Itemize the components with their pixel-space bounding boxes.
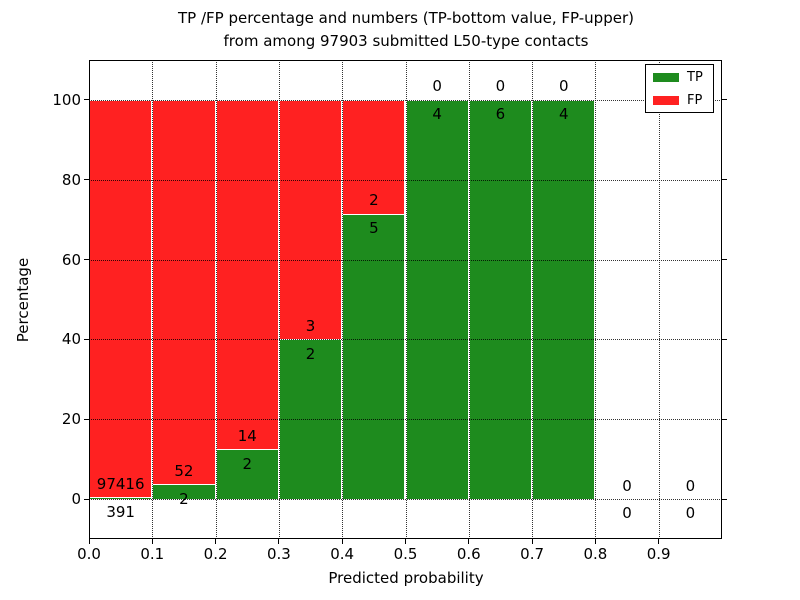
- fp-count-label: 3: [305, 316, 316, 335]
- y-axis-tick-right: [722, 418, 727, 420]
- x-axis-tick: [531, 539, 533, 544]
- tp-bar: [405, 99, 469, 500]
- x-tick-label: 0.6: [456, 545, 481, 563]
- y-tick-label: 60: [61, 250, 81, 269]
- gridline-vertical: [468, 60, 470, 539]
- y-axis-tick-left: [84, 179, 89, 181]
- gridline-vertical: [595, 60, 597, 539]
- tp-count-label: 2: [305, 344, 316, 363]
- legend-label-fp: FP: [687, 92, 703, 108]
- y-axis-tick-left: [84, 418, 89, 420]
- gridline-vertical: [278, 60, 280, 539]
- x-tick-label: 0.4: [330, 545, 355, 563]
- gridline-vertical: [342, 60, 344, 539]
- x-axis-tick: [341, 539, 343, 544]
- x-tick-label: 0.0: [77, 545, 101, 563]
- x-axis-tick: [88, 539, 90, 544]
- gridline-vertical: [658, 60, 660, 539]
- y-axis-tick-left: [84, 338, 89, 340]
- y-axis-tick-left: [84, 259, 89, 261]
- x-tick-label: 0.8: [583, 545, 608, 563]
- x-tick-label: 0.7: [520, 545, 545, 563]
- y-axis-tick-right: [722, 99, 727, 101]
- gridline-vertical: [152, 60, 154, 539]
- fp-count-label: 0: [432, 77, 442, 96]
- y-axis-tick-left: [84, 99, 89, 101]
- gridline-vertical: [532, 60, 534, 539]
- x-axis-tick: [215, 539, 217, 544]
- fp-count-label: 97416: [96, 474, 145, 493]
- x-tick-label: 0.5: [393, 545, 418, 563]
- legend-box: TP FP: [645, 64, 714, 113]
- tp-count-label: 0: [622, 504, 632, 523]
- fp-count-label: 0: [558, 77, 569, 96]
- x-tick-label: 0.9: [646, 545, 671, 563]
- fp-bar: [89, 99, 153, 498]
- legend-entry-tp: TP: [646, 66, 713, 88]
- fp-color-swatch: [653, 95, 679, 105]
- tp-count-label: 0: [685, 504, 696, 523]
- x-axis-label: Predicted probability: [328, 569, 484, 587]
- gridline-vertical: [405, 60, 407, 539]
- x-axis-tick: [278, 539, 280, 544]
- y-axis-tick-right: [722, 259, 727, 261]
- fp-count-label: 2: [369, 191, 379, 210]
- y-tick-label: 20: [61, 410, 81, 429]
- fp-bar: [215, 99, 279, 450]
- y-tick-label: 100: [52, 90, 81, 109]
- y-axis-tick-right: [722, 179, 727, 181]
- y-axis-tick-right: [722, 338, 727, 340]
- y-tick-label: 0: [71, 490, 81, 509]
- y-axis-tick-left: [84, 498, 89, 500]
- tp-count-label: 4: [432, 105, 442, 124]
- fp-count-label: 0: [685, 476, 696, 495]
- tp-color-swatch: [653, 72, 679, 82]
- y-tick-label: 80: [61, 170, 81, 189]
- x-axis-tick: [151, 539, 153, 544]
- fp-count-label: 0: [622, 476, 632, 495]
- x-tick-label: 0.1: [140, 545, 165, 563]
- y-tick-label: 40: [61, 330, 81, 349]
- tp-count-label: 2: [242, 454, 253, 473]
- tp-bar: [215, 449, 279, 500]
- chart-title-line1: TP /FP percentage and numbers (TP-bottom…: [178, 9, 634, 27]
- fp-count-label: 14: [237, 426, 257, 445]
- fp-count-label: 0: [495, 77, 506, 96]
- gridline-vertical: [215, 60, 217, 539]
- x-axis-tick: [468, 539, 470, 544]
- legend-entry-fp: FP: [646, 89, 713, 111]
- chart-title: TP /FP percentage and numbers (TP-bottom…: [89, 7, 723, 53]
- x-axis-tick: [405, 539, 406, 544]
- tp-count-label: 4: [558, 105, 569, 124]
- tp-bar: [468, 99, 533, 500]
- y-axis-tick-right: [722, 498, 727, 500]
- fp-count-label: 52: [174, 461, 194, 480]
- tp-count-label: 5: [369, 219, 379, 238]
- x-tick-label: 0.3: [266, 545, 291, 563]
- tp-count-label: 6: [495, 105, 506, 124]
- legend-label-tp: TP: [687, 69, 703, 85]
- tp-count-label: 2: [179, 489, 189, 508]
- tp-bar: [532, 99, 596, 500]
- fp-bar: [342, 99, 406, 214]
- y-axis-label: Percentage: [14, 257, 32, 343]
- x-axis-tick: [594, 539, 596, 544]
- x-tick-label: 0.2: [203, 545, 228, 563]
- tp-bar: [342, 213, 406, 500]
- chart-title-line2: from among 97903 submitted L50-type cont…: [223, 32, 589, 50]
- x-axis-tick: [658, 539, 660, 544]
- tp-count-label: 391: [106, 502, 135, 521]
